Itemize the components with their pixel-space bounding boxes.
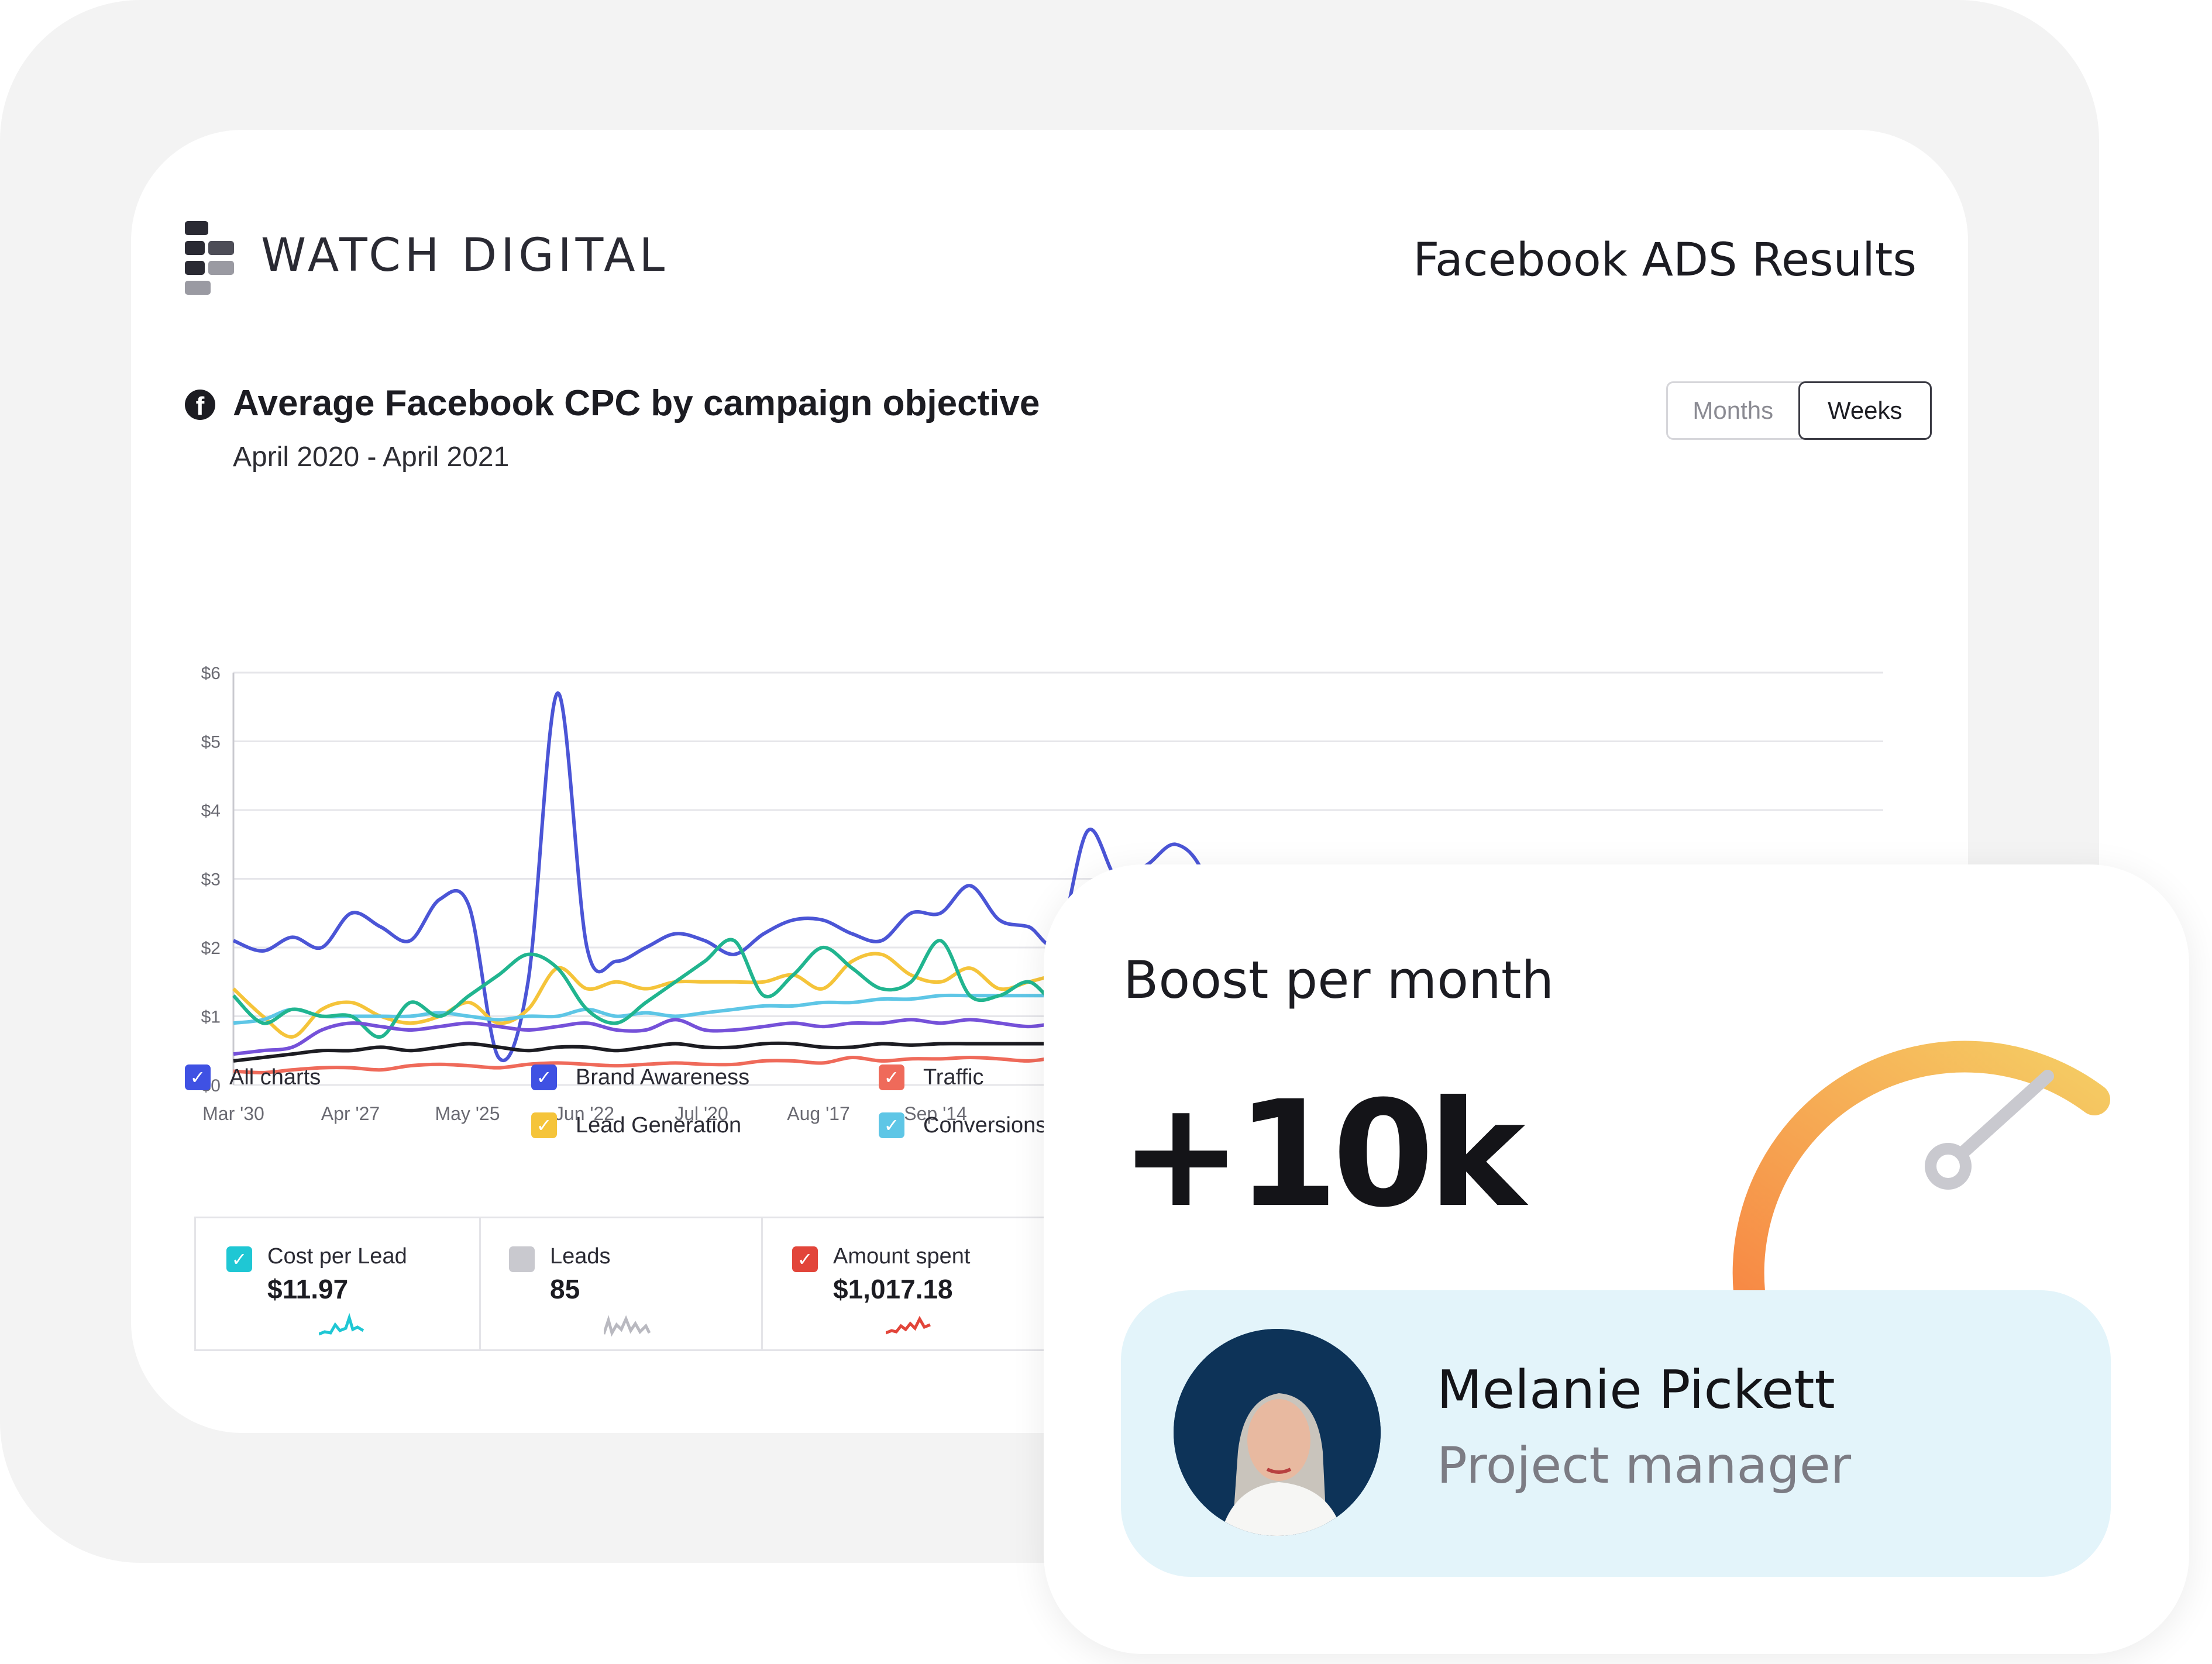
boost-title: Boost per month xyxy=(1123,950,1554,1010)
checkbox-checked-icon[interactable]: ✓ xyxy=(185,1064,211,1090)
legend-label: Lead Generation xyxy=(576,1112,742,1138)
y-tick-label: $6 xyxy=(201,664,221,683)
chart-title: Average Facebook CPC by campaign objecti… xyxy=(233,383,1040,423)
chart-subtitle: April 2020 - April 2021 xyxy=(233,442,510,473)
x-tick-label: Aug '17 xyxy=(787,1103,850,1124)
stat-value: $1,017.18 xyxy=(833,1274,953,1304)
checkbox-checked-icon[interactable]: ✓ xyxy=(226,1246,252,1272)
legend-label: Brand Awareness xyxy=(576,1064,750,1090)
stat-amount-spent[interactable]: ✓ Amount spent $1,017.18 xyxy=(761,1217,1089,1351)
boost-value: +10k xyxy=(1120,1069,1526,1239)
legend-traffic[interactable]: ✓ Traffic xyxy=(879,1064,983,1090)
months-toggle-button[interactable]: Months xyxy=(1692,397,1774,424)
checkbox-checked-icon[interactable]: ✓ xyxy=(879,1112,904,1138)
sparkline-icon xyxy=(886,1315,931,1335)
stat-value: 85 xyxy=(550,1274,580,1304)
stat-value: $11.97 xyxy=(267,1274,349,1304)
legend-brand-awareness[interactable]: ✓ Brand Awareness xyxy=(531,1064,749,1090)
checkbox-unchecked-icon[interactable] xyxy=(509,1246,535,1272)
person-name: Melanie Pickett xyxy=(1437,1359,1835,1421)
checkbox-checked-icon[interactable]: ✓ xyxy=(792,1246,818,1272)
person-card[interactable]: Melanie Pickett Project manager xyxy=(1121,1290,2111,1577)
page-title: Facebook ADS Results xyxy=(1413,234,1917,287)
weeks-toggle-button[interactable]: Weeks xyxy=(1798,381,1932,440)
y-tick-label: $5 xyxy=(201,733,221,752)
x-tick-label: Jun '22 xyxy=(555,1103,614,1124)
period-toggle: Months Weeks xyxy=(1666,381,1932,440)
x-tick-label: May '25 xyxy=(435,1103,500,1124)
sparkline-icon xyxy=(319,1313,364,1336)
stat-cost-per-lead[interactable]: ✓ Cost per Lead $11.97 xyxy=(194,1217,481,1351)
x-tick-label: Sep '14 xyxy=(904,1103,967,1124)
legend-label: All charts xyxy=(229,1064,321,1090)
stat-label: Leads xyxy=(550,1244,611,1269)
x-tick-label: Apr '27 xyxy=(321,1103,380,1124)
legend-conversions[interactable]: ✓ Conversions xyxy=(879,1112,1047,1138)
facebook-icon: f xyxy=(185,390,215,421)
speed-gauge-icon xyxy=(1732,1041,2110,1307)
y-tick-label: $4 xyxy=(201,801,221,821)
y-tick-label: $3 xyxy=(201,870,221,890)
x-tick-label: Jul '20 xyxy=(675,1103,728,1124)
legend-label: Conversions xyxy=(923,1112,1047,1138)
x-tick-label: Mar '30 xyxy=(202,1103,264,1124)
legend-lead-generation[interactable]: ✓ Lead Generation xyxy=(531,1112,741,1138)
y-tick-label: $2 xyxy=(201,939,221,958)
stat-label: Cost per Lead xyxy=(267,1244,407,1269)
checkbox-checked-icon[interactable]: ✓ xyxy=(531,1112,557,1138)
brand-name: WATCH DIGITAL xyxy=(261,229,669,282)
stat-leads[interactable]: Leads 85 xyxy=(479,1217,763,1351)
y-tick-label: $1 xyxy=(201,1008,221,1027)
checkbox-checked-icon[interactable]: ✓ xyxy=(879,1064,904,1090)
checkbox-checked-icon[interactable]: ✓ xyxy=(531,1064,557,1090)
watch-digital-logo-icon xyxy=(185,221,234,295)
legend-all-charts[interactable]: ✓ All charts xyxy=(185,1064,321,1090)
avatar xyxy=(1174,1329,1381,1536)
person-role: Project manager xyxy=(1437,1436,1852,1495)
boost-card: Boost per month +10k Melanie Pickett Pro… xyxy=(1044,864,2189,1654)
sparkline-icon xyxy=(604,1315,651,1336)
legend-label: Traffic xyxy=(923,1064,984,1090)
stat-label: Amount spent xyxy=(833,1244,971,1269)
